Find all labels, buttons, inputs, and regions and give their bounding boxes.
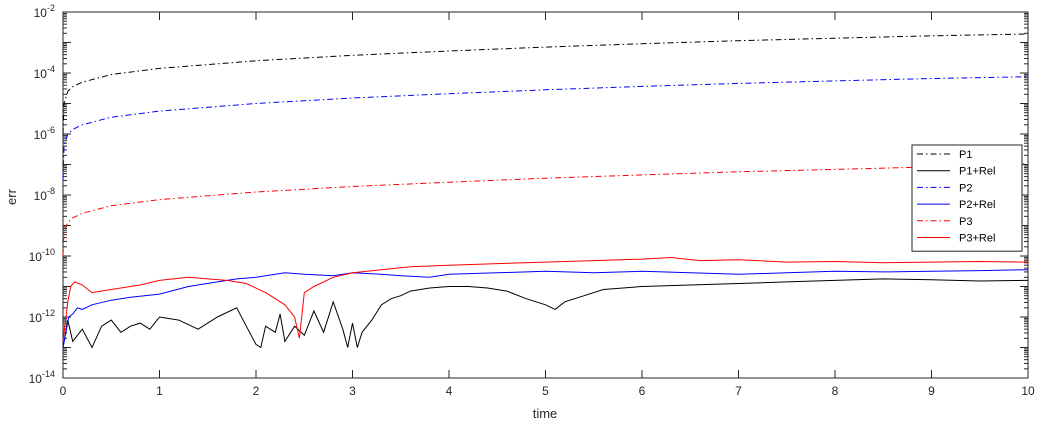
x-tick-label: 1: [156, 384, 163, 398]
legend-label: P2+Rel: [959, 199, 995, 211]
x-tick-label: 7: [735, 384, 742, 398]
y-axis-label: err: [4, 188, 19, 205]
legend-label: P3: [959, 216, 972, 228]
series-line-p2: [62, 76, 1029, 180]
x-tick-label: 8: [832, 384, 839, 398]
series-line-p1: [62, 33, 1029, 135]
legend-label: P1: [959, 149, 972, 161]
y-tick-label: 10-8: [34, 186, 55, 203]
x-tick-label: 10: [1021, 384, 1035, 398]
series-line-p1-rel: [62, 278, 1029, 349]
x-tick-label: 6: [639, 384, 646, 398]
legend-label: P3+Rel: [959, 233, 995, 245]
series-line-p3-rel: [62, 256, 1029, 342]
x-tick-label: 3: [349, 384, 356, 398]
legend-box: [911, 144, 1023, 252]
x-tick-label: 4: [446, 384, 453, 398]
plot-area: 0 1 2 3 4 5 6 7 8 9 10 10-14 10-12 10-10 10-8 10-6 10-4 1…: [29, 3, 1035, 398]
x-axis-label: time: [533, 406, 558, 421]
y-tick-label: 10-6: [34, 125, 55, 142]
x-tick-label: 5: [542, 384, 549, 398]
x-tick-label: 0: [60, 384, 67, 398]
y-tick-label: 10-4: [34, 64, 55, 81]
x-tick-label: 9: [928, 384, 935, 398]
y-tick-label: 10-12: [29, 308, 55, 325]
x-tick-label: 2: [253, 384, 260, 398]
y-tick-label: 10-10: [29, 247, 55, 264]
y-tick-label: 10-14: [29, 369, 55, 386]
legend-label: P1+Rel: [959, 166, 995, 178]
series-line-p3: [62, 163, 1029, 257]
series-line-p2-rel: [62, 269, 1029, 348]
legend-label: P2: [959, 182, 972, 194]
y-tick-label: 10-2: [34, 3, 55, 20]
